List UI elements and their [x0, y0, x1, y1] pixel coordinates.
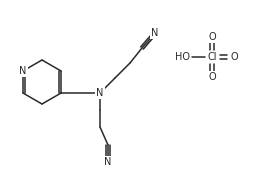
Text: N: N: [104, 157, 112, 167]
Text: N: N: [19, 66, 27, 76]
Text: O: O: [230, 52, 238, 62]
Text: O: O: [208, 32, 216, 42]
Text: Cl: Cl: [207, 52, 217, 62]
Text: N: N: [96, 88, 104, 98]
Text: HO: HO: [175, 52, 190, 62]
Text: O: O: [208, 72, 216, 82]
Text: N: N: [151, 28, 159, 38]
